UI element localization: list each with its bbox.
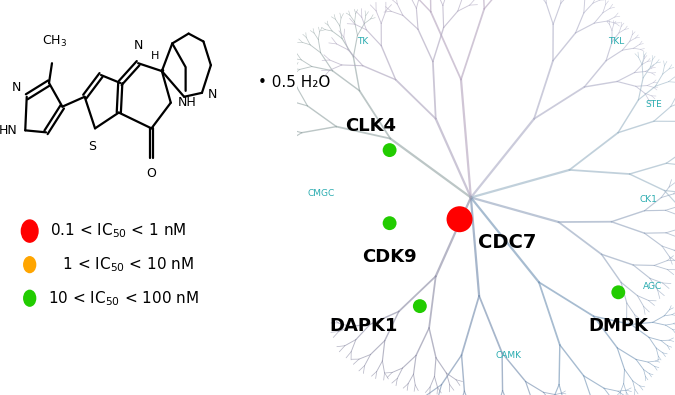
Text: TK: TK [358, 37, 369, 46]
Text: N: N [11, 81, 21, 94]
Text: CMGC: CMGC [308, 189, 335, 198]
Text: CDK9: CDK9 [362, 248, 417, 266]
Point [454, 216, 465, 222]
Text: NH: NH [178, 96, 197, 109]
Text: CH$_3$: CH$_3$ [43, 34, 68, 49]
Text: CK1: CK1 [640, 195, 657, 204]
Circle shape [24, 290, 36, 306]
Text: DAPK1: DAPK1 [329, 317, 398, 335]
Text: N: N [207, 88, 217, 101]
Text: • 0.5 H₂O: • 0.5 H₂O [259, 75, 331, 90]
Text: 1 < IC$_{50}$ < 10 nM: 1 < IC$_{50}$ < 10 nM [47, 255, 194, 274]
Text: TKL: TKL [608, 37, 624, 46]
Text: 0.1 < IC$_{50}$ < 1 nM: 0.1 < IC$_{50}$ < 1 nM [50, 222, 186, 241]
Text: HN: HN [0, 124, 18, 137]
Circle shape [22, 220, 38, 242]
Point [613, 289, 624, 295]
Text: AGC: AGC [643, 282, 662, 291]
Text: O: O [146, 167, 157, 180]
Point [384, 220, 395, 226]
Text: N: N [134, 39, 143, 52]
Text: CAMK: CAMK [495, 351, 522, 360]
Circle shape [24, 257, 36, 273]
Text: CLK4: CLK4 [345, 117, 396, 135]
Text: DMPK: DMPK [589, 317, 648, 335]
Point [384, 147, 395, 153]
Text: 10 < IC$_{50}$ < 100 nM: 10 < IC$_{50}$ < 100 nM [47, 289, 198, 308]
Text: H: H [151, 51, 159, 61]
Point [414, 303, 425, 309]
Text: STE: STE [646, 100, 663, 109]
Text: S: S [88, 140, 96, 153]
Text: CDC7: CDC7 [478, 233, 536, 252]
